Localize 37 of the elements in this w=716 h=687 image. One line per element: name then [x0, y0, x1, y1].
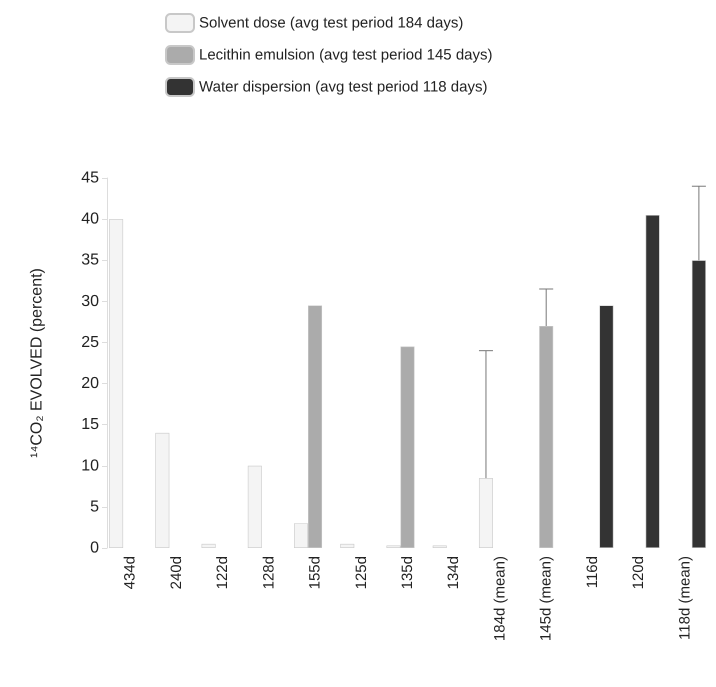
y-tick-label: 45 [81, 170, 100, 186]
y-tick-label: 25 [81, 334, 100, 351]
y-tick-label: 40 [81, 210, 100, 228]
bar [646, 215, 660, 548]
bar [155, 432, 170, 548]
x-tick-label: 145d (mean) [538, 556, 555, 642]
x-tick-label: 118d (mean) [676, 556, 694, 640]
x-tick-label: 135d [399, 556, 416, 590]
legend-label: Solvent dose (avg test period 184 days) [199, 14, 464, 32]
y-tick-label: 35 [81, 252, 100, 269]
legend-label: Water dispersion (avg test period 118 days) [199, 78, 488, 96]
bar [109, 219, 124, 548]
y-tick-label: 30 [81, 292, 100, 310]
y-axis-title: ¹⁴CO₂ EVOLVED (percent) [28, 268, 46, 458]
y-tick-label: 15 [81, 416, 100, 434]
legend-label: Lecithin emulsion (avg test period 145 days) [199, 46, 492, 64]
x-tick-label: 184d (mean) [491, 556, 508, 642]
x-tick-label: 120d [630, 556, 648, 590]
y-tick-label: 0 [90, 540, 100, 556]
x-tick-label: 125d [352, 556, 370, 590]
bar [478, 478, 493, 548]
x-tick-label: 134d [445, 556, 462, 590]
y-tick-label: 10 [81, 457, 100, 474]
x-tick-label: 122d [214, 556, 232, 590]
bar [539, 326, 554, 548]
x-tick-label: 240d [168, 556, 185, 590]
x-tick-label: 116d [584, 556, 601, 588]
bar [340, 544, 354, 548]
y-tick-label: 20 [81, 375, 100, 392]
bar [248, 466, 262, 548]
bar [692, 260, 706, 548]
x-tick-label: 128d [260, 556, 278, 590]
x-tick-label: 155d [306, 556, 324, 590]
bar [599, 305, 614, 548]
bar [202, 544, 216, 548]
y-tick-label: 5 [90, 498, 100, 516]
x-tick-label: 434d [122, 556, 139, 590]
